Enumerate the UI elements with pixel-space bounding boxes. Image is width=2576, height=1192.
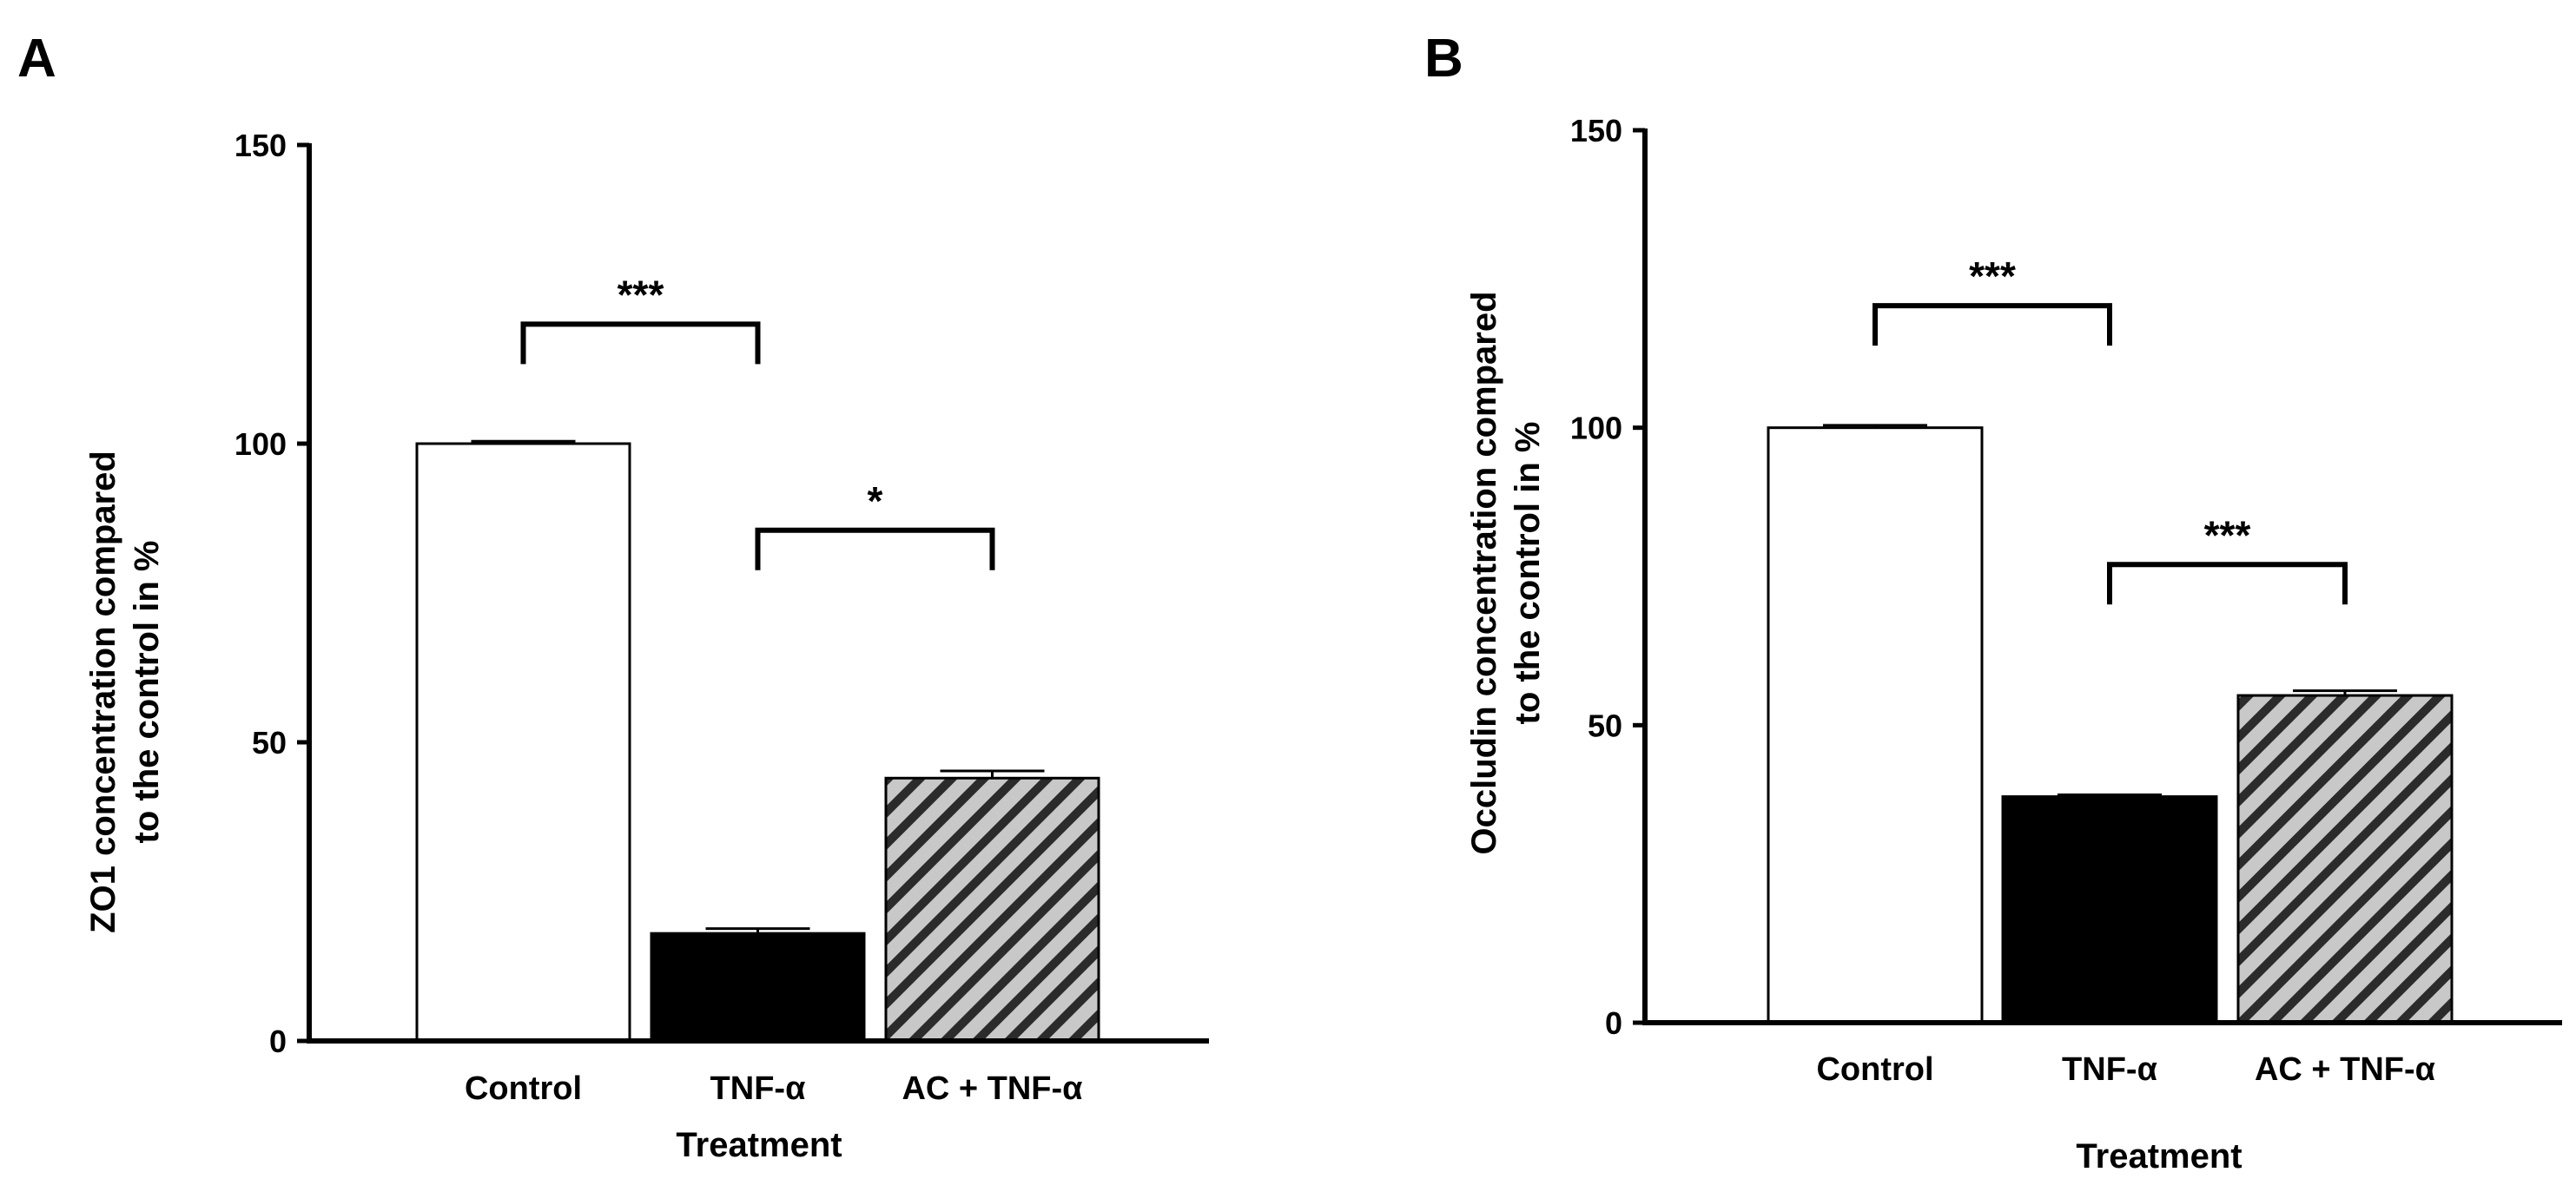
bar-a-1 [415,442,631,1043]
category-label-b-2: TNF-α [2062,1051,2157,1088]
x-axis-title-a: Treatment [676,1126,842,1164]
y-axis-title-line-1: Occludin concentration compared [1465,291,1503,854]
y-tick-label-b-0: 0 [1605,1005,1622,1041]
y-axis-title-line-2: to the control in % [1509,422,1547,725]
y-tick-label-a-150: 150 [234,128,287,163]
x-axis-title-b: Treatment [2076,1137,2242,1176]
significance-label-b-2: *** [2204,512,2251,557]
y-tick-label-b-50: 50 [1588,708,1622,743]
y-tick-label-b-100: 100 [1570,411,1622,446]
y-tick-label-a-0: 0 [269,1024,287,1059]
significance-label-b-1: *** [1969,254,2016,299]
panel-letter-b: B [1424,29,1463,89]
category-label-a-1: Control [465,1070,582,1107]
significance-bracket-a-1 [520,321,761,365]
y-tick-label-a-50: 50 [252,725,287,761]
bar-b-2 [2001,795,2218,1024]
category-label-b-1: Control [1816,1051,1933,1088]
significance-bracket-b-1 [1873,303,2112,346]
significance-bracket-a-2 [755,527,995,570]
category-label-a-3: AC + TNF-α [902,1070,1082,1107]
panel-b: B Occludin concentration compared to the… [1424,29,2562,1176]
plot-area-b: 0 50 100 150 Control TNF-α AC + TNF-α *** *** [1570,113,2562,1088]
y-axis-title-a: ZO1 concentration compared to the contro… [84,451,166,933]
y-axis-title-line-1: ZO1 concentration compared [84,451,122,933]
y-tick-label-a-100: 100 [234,426,287,462]
panel-a: A ZO1 concentration compared to the cont… [17,29,1209,1164]
y-tick-label-b-150: 150 [1570,113,1622,148]
panel-letter-a: A [17,29,56,89]
significance-label-a-2: * [868,478,883,524]
category-label-a-2: TNF-α [710,1070,806,1107]
bar-b-1 [1767,426,1984,1024]
y-axis-title-line-2: to the control in % [128,541,166,844]
significance-label-a-1: *** [618,272,664,317]
category-label-b-3: AC + TNF-α [2255,1051,2435,1088]
significance-bracket-b-2 [2107,562,2348,605]
bar-a-3 [884,776,1100,1043]
y-axis-title-b: Occludin concentration compared to the c… [1465,291,1547,854]
bar-b-3 [2236,694,2454,1024]
bar-a-2 [650,932,866,1043]
